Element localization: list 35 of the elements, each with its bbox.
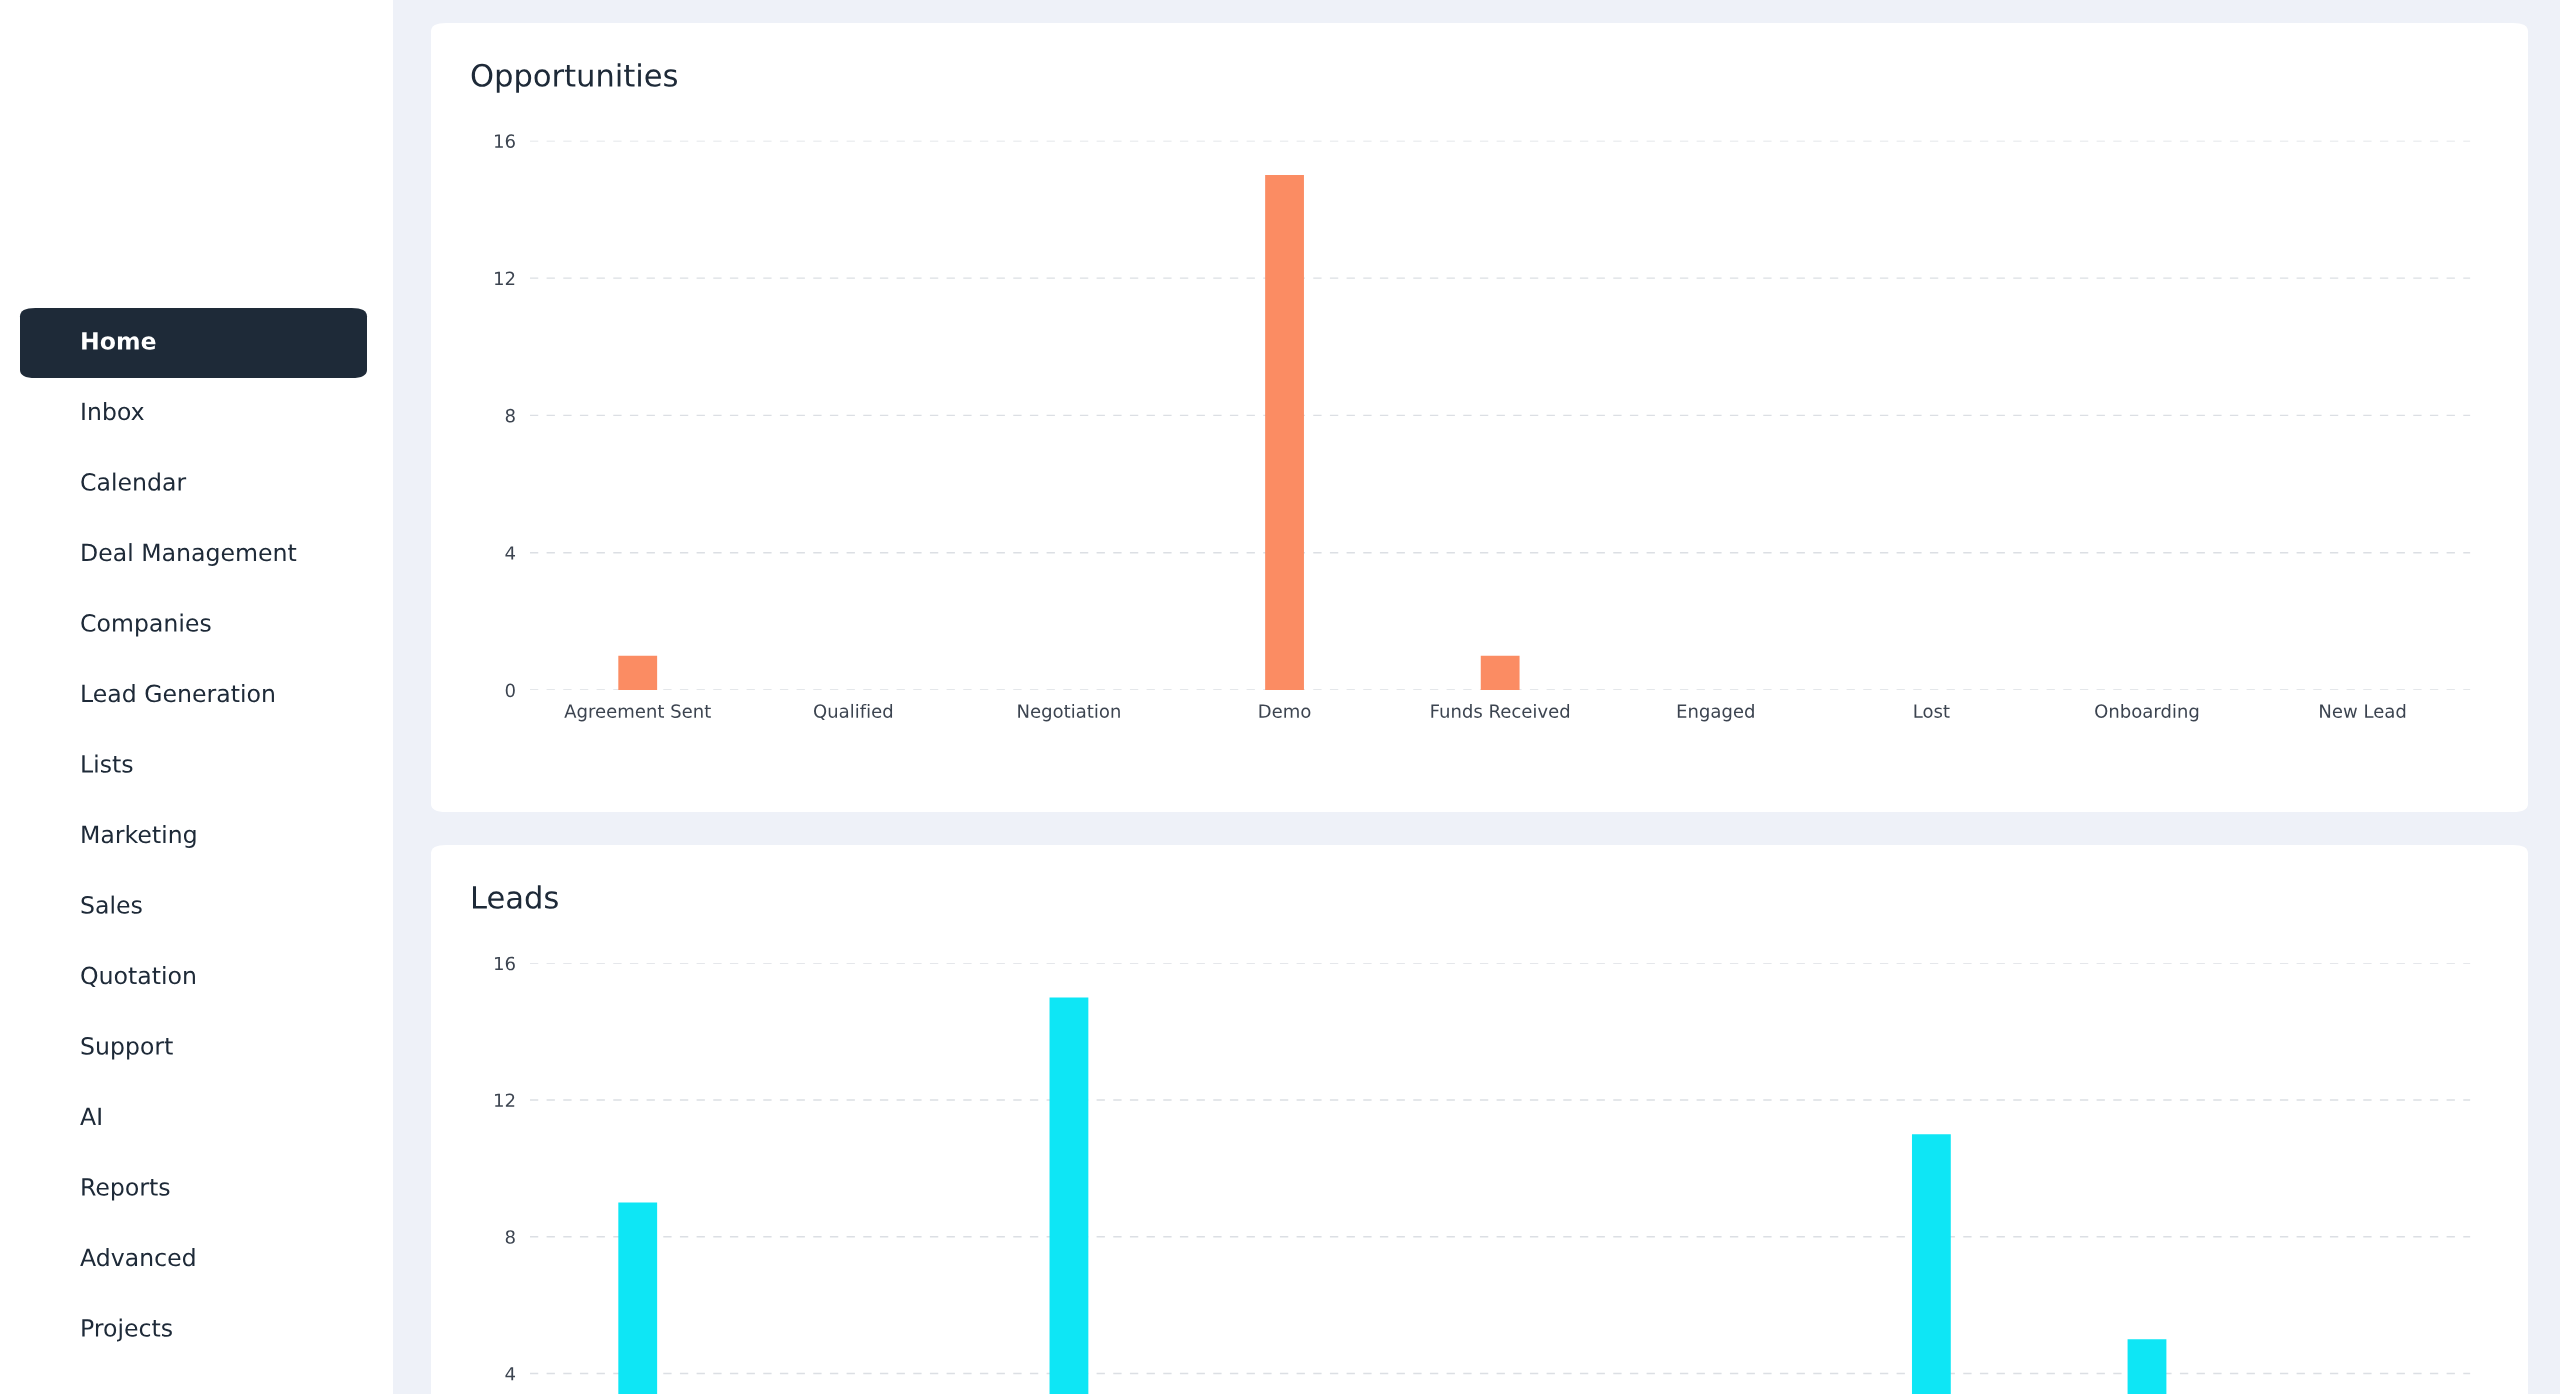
x-tick-label: Agreement Sent: [564, 704, 711, 722]
text: Support: [81, 1036, 173, 1060]
x-tick-label: Onboarding: [2095, 703, 2199, 722]
x-tick-label: Funds Received: [1431, 703, 1570, 718]
x-tick-label: Engaged: [1677, 703, 1754, 722]
y-tick-label: 8: [505, 1230, 515, 1244]
chart-title: Leads: [473, 885, 558, 909]
text: Companies: [81, 613, 211, 637]
text: Reports: [82, 1178, 170, 1201]
text: Quotation: [81, 966, 195, 988]
y-tick-label: 8: [505, 408, 515, 423]
x-tick-label: New Lead: [2320, 703, 2406, 718]
text: Lists: [82, 754, 133, 773]
text: Advanced: [80, 1248, 195, 1267]
text: Inbox: [82, 402, 144, 421]
text: Projects: [82, 1318, 172, 1342]
text: Lead Generation: [82, 684, 274, 703]
y-tick-label: 0: [505, 683, 515, 698]
y-tick-label: 12: [495, 1093, 515, 1107]
y-tick-label: 4: [505, 1367, 516, 1381]
y-tick-label: 4: [505, 546, 516, 560]
text: Deal Management: [82, 543, 297, 566]
chart-title: Opportunities: [471, 63, 677, 93]
text: Sales: [81, 895, 142, 914]
x-tick-label: Qualified: [814, 703, 893, 720]
y-tick-label: 16: [495, 956, 515, 971]
y-tick-label: 12: [495, 271, 515, 285]
y-tick-label: 16: [495, 134, 515, 148]
x-tick-label: Lost: [1914, 704, 1950, 718]
text: AI: [80, 1107, 101, 1126]
x-tick-label: Negotiation: [1018, 703, 1120, 722]
x-tick-label: Demo: [1259, 704, 1311, 718]
text: Home: [82, 332, 156, 350]
text: Calendar: [81, 472, 187, 491]
text: Marketing: [82, 825, 196, 848]
